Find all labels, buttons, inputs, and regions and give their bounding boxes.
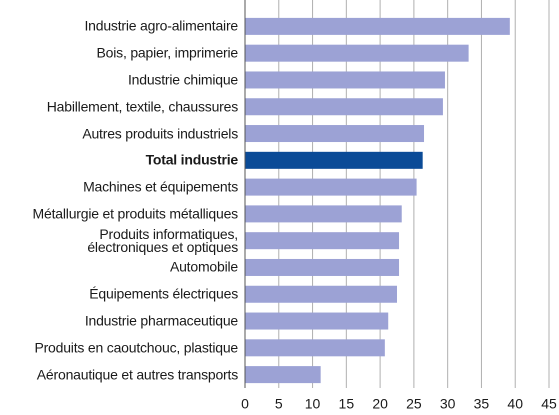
x-tick-label: 40 (507, 396, 523, 412)
bar (245, 98, 443, 116)
x-tick-label: 20 (372, 396, 388, 412)
bar (245, 366, 321, 384)
x-tick-label: 0 (241, 396, 249, 412)
bar (245, 178, 417, 196)
y-tick-label: Produits informatiques, électroniques et… (87, 225, 238, 255)
y-tick-label: Bois, papier, imprimerie (96, 44, 239, 61)
bar (245, 71, 445, 89)
x-tick-label: 15 (339, 396, 355, 412)
x-tick-label: 30 (440, 396, 456, 412)
x-tick-label: 5 (275, 396, 283, 412)
bar (245, 285, 397, 303)
x-tick-label: 10 (305, 396, 321, 412)
bar (245, 339, 385, 357)
y-tick-label: Automobile (169, 258, 238, 275)
y-tick-label: Industrie pharmaceutique (84, 312, 238, 329)
y-tick-label: Produits en caoutchouc, plastique (34, 339, 238, 356)
x-tick-label: 25 (406, 396, 422, 412)
bar (245, 258, 400, 276)
x-tick-label: 45 (541, 396, 557, 412)
y-tick-label: Équipements électriques (89, 285, 238, 302)
bar (245, 125, 425, 143)
y-tick-label: Machines et équipements (83, 178, 238, 195)
bar (245, 232, 400, 250)
y-tick-label: Autres produits industriels (82, 125, 238, 142)
bar (245, 44, 469, 62)
y-tick-label: Métallurgie et produits métalliques (32, 205, 239, 222)
bar (245, 312, 389, 330)
bar (245, 151, 423, 169)
bar (245, 17, 510, 35)
y-tick-label: Industrie agro-alimentaire (84, 17, 238, 34)
y-tick-label: Habillement, textile, chaussures (46, 98, 238, 115)
y-tick-label: Total industrie (145, 151, 239, 168)
bar (245, 205, 402, 223)
y-tick-label: Industrie chimique (127, 71, 238, 88)
x-tick-label: 35 (474, 396, 490, 412)
y-tick-label: Aéronautique et autres transports (36, 366, 238, 383)
